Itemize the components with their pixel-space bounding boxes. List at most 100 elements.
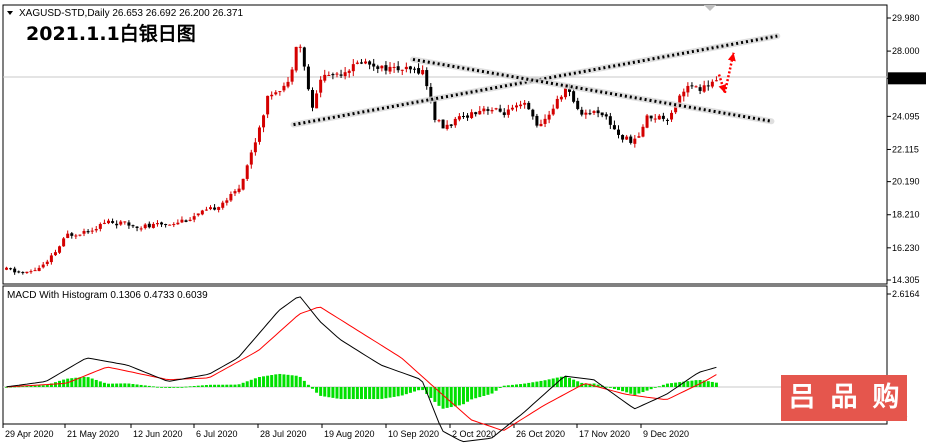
macd-histogram-bar <box>519 384 523 387</box>
candle-body <box>176 222 180 225</box>
candle-body <box>486 109 490 111</box>
macd-histogram-bar <box>188 386 192 388</box>
candle-body <box>282 85 286 91</box>
candle-body <box>657 115 661 120</box>
macd-histogram-bar <box>315 387 319 393</box>
candle-body <box>204 209 208 211</box>
candle-body <box>278 91 282 93</box>
candle-body <box>306 66 310 90</box>
macd-histogram-bar <box>119 383 123 387</box>
macd-histogram-bar <box>388 387 392 398</box>
macd-histogram-bar <box>478 387 482 398</box>
watermark-char-1: 吕 <box>788 382 816 413</box>
macd-histogram-bar <box>29 385 33 387</box>
macd-tick-label: 2.6164 <box>892 289 920 299</box>
candle-body <box>621 135 625 140</box>
macd-histogram-bar <box>49 383 53 387</box>
candle-body <box>188 219 192 221</box>
macd-histogram-bar <box>449 387 453 408</box>
main-frame <box>2 4 888 425</box>
candle-body <box>392 66 396 68</box>
price-tick-label: 24.095 <box>892 111 920 121</box>
macd-histogram-bar <box>702 380 706 387</box>
candle-body <box>461 116 465 118</box>
macd-histogram-bar <box>245 381 249 387</box>
macd-histogram-bar <box>653 387 657 388</box>
arrow-head <box>727 52 736 62</box>
candle-body <box>433 100 437 120</box>
candle-body <box>237 188 241 192</box>
candle-body <box>66 233 70 239</box>
candle-body <box>331 74 335 76</box>
macd-histogram-bar <box>649 387 653 390</box>
candle-body <box>241 178 245 190</box>
macd-histogram-bar <box>608 387 612 388</box>
macd-histogram-bar <box>404 387 408 395</box>
candle-body <box>139 228 143 230</box>
macd-histogram-bar <box>82 376 86 387</box>
candle-body <box>678 95 682 107</box>
candle-body <box>355 62 359 64</box>
macd-histogram-bar <box>629 387 633 394</box>
macd-histogram-bar <box>645 387 649 391</box>
candle-body <box>343 72 347 77</box>
candle-body <box>523 102 527 105</box>
macd-histogram-bar <box>425 387 429 395</box>
candle-body <box>596 110 600 114</box>
candle-body <box>315 93 319 109</box>
macd-histogram-bar <box>621 387 625 392</box>
watermark-badge: 吕 品 购 <box>781 375 907 421</box>
macd-histogram-bar <box>347 387 351 400</box>
macd-histogram-bar <box>429 387 433 398</box>
macd-histogram-bar <box>151 386 155 388</box>
macd-histogram-bar <box>78 377 82 387</box>
candle-body <box>494 108 498 110</box>
candle-body <box>90 230 94 232</box>
macd-histogram-bar <box>625 387 629 393</box>
shift-marker <box>704 5 716 11</box>
macd-histogram-bar <box>568 378 572 387</box>
candle-body <box>368 61 372 65</box>
arrow-line <box>723 52 735 94</box>
candle-body <box>249 152 253 165</box>
candle-body <box>359 62 363 64</box>
candle-body <box>584 112 588 115</box>
macd-histogram-bar <box>368 387 372 400</box>
candle-body <box>115 223 119 226</box>
candle-body <box>168 224 172 226</box>
candle-body <box>425 70 429 87</box>
macd-histogram-bar <box>384 387 388 399</box>
macd-histogram-bar <box>17 386 21 388</box>
trendline <box>412 57 772 123</box>
macd-histogram-bar <box>290 375 294 387</box>
macd-histogram-bar <box>302 380 306 387</box>
macd-histogram-bar <box>617 387 620 391</box>
candle-body <box>588 113 592 115</box>
macd-histogram-bar <box>262 376 266 387</box>
candle-body <box>21 272 25 274</box>
price-tick-label: 16.230 <box>892 243 920 253</box>
candle-body <box>266 95 270 115</box>
candle-body <box>323 74 327 81</box>
candle-body <box>539 123 543 127</box>
watermark-char-2: 品 <box>830 382 858 413</box>
macd-histogram-bar <box>470 387 474 400</box>
macd-histogram-bar <box>584 384 588 387</box>
candle-body <box>449 124 453 126</box>
candle-body <box>257 127 261 142</box>
time-axis: 29 Apr 2020 21 May 2020 12 Jun 2020 6 Jul 2… <box>2 424 689 439</box>
macd-histogram-bar <box>278 373 282 387</box>
candle-body <box>698 87 702 91</box>
macd-histogram-bar <box>209 384 212 387</box>
window-menu-icon[interactable] <box>7 11 13 15</box>
macd-histogram-bar <box>657 386 661 388</box>
candle-body <box>262 115 266 128</box>
macd-histogram-bar <box>200 385 204 387</box>
candle-body <box>506 109 510 115</box>
macd-histogram-bar <box>351 387 355 400</box>
candle-body <box>551 108 555 115</box>
candle-body <box>53 252 57 256</box>
candle-body <box>470 112 474 118</box>
time-tick-label: 9 Dec 2020 <box>643 429 689 439</box>
